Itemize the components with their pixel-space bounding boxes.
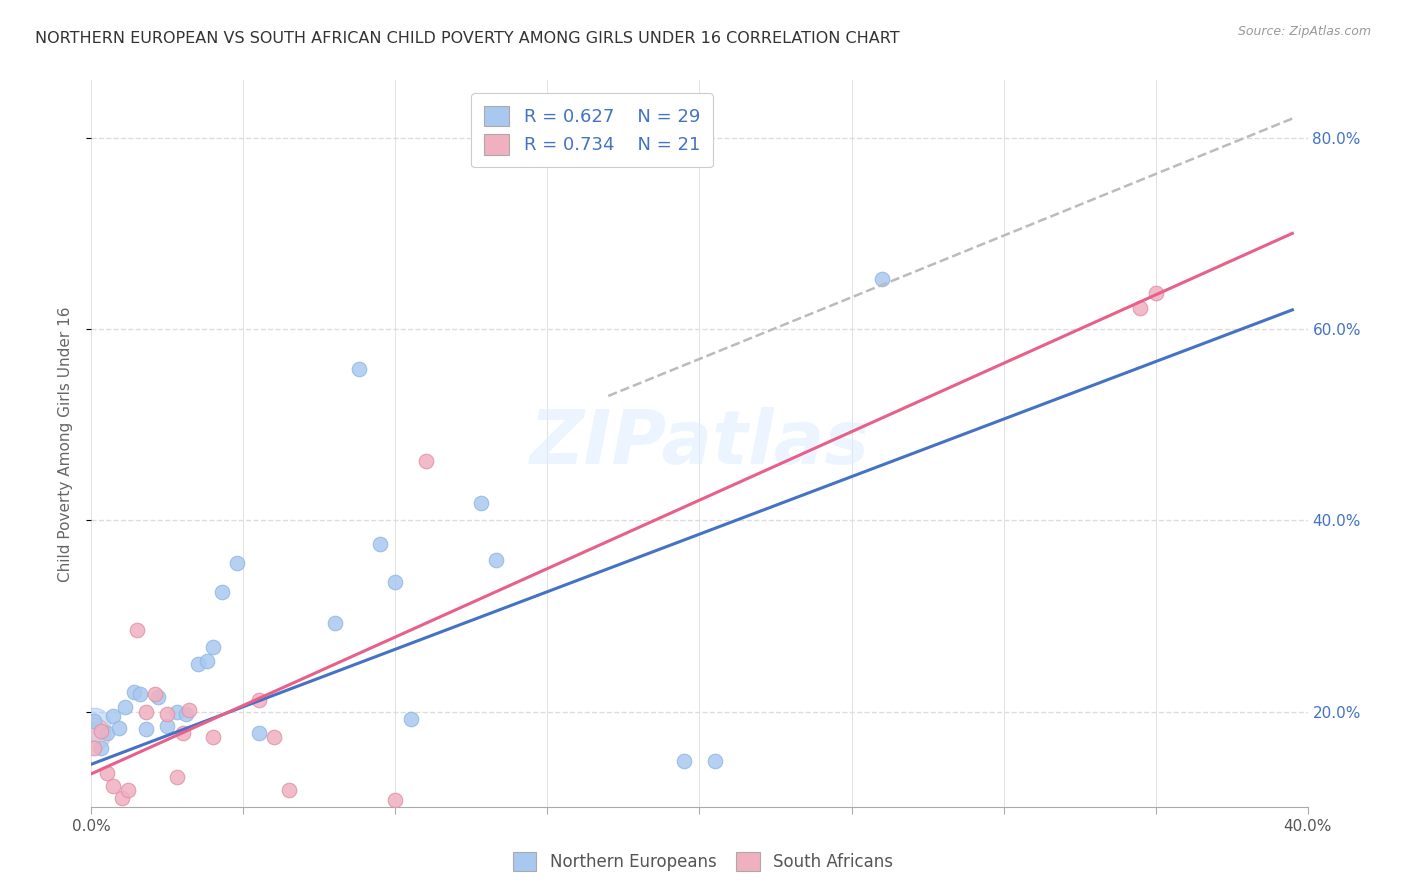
Point	[673, 755, 696, 769]
Point	[107, 721, 129, 735]
Point	[135, 705, 157, 719]
Point	[174, 706, 197, 721]
Legend: Northern Europeans, South Africans: Northern Europeans, South Africans	[505, 843, 901, 880]
Point	[156, 706, 179, 721]
Point	[247, 693, 270, 707]
Point	[703, 755, 725, 769]
Point	[148, 690, 170, 705]
Point	[211, 585, 233, 599]
Point	[485, 553, 508, 567]
Point	[96, 765, 118, 780]
Point	[166, 770, 188, 784]
Point	[870, 272, 893, 286]
Point	[89, 723, 111, 738]
Point	[83, 717, 105, 731]
Y-axis label: Child Poverty Among Girls Under 16: Child Poverty Among Girls Under 16	[58, 306, 73, 582]
Point	[117, 783, 139, 797]
Point	[89, 741, 111, 756]
Point	[384, 792, 406, 806]
Point	[122, 685, 145, 699]
Point	[101, 779, 124, 793]
Point	[470, 496, 492, 510]
Point	[96, 725, 118, 739]
Point	[143, 687, 166, 701]
Legend: R = 0.627    N = 29, R = 0.734    N = 21: R = 0.627 N = 29, R = 0.734 N = 21	[471, 93, 713, 167]
Point	[156, 719, 179, 733]
Text: ZIPatlas: ZIPatlas	[530, 408, 869, 480]
Point	[1129, 301, 1152, 315]
Point	[415, 454, 437, 468]
Point	[83, 741, 105, 756]
Point	[226, 557, 249, 571]
Point	[195, 654, 218, 668]
Point	[263, 731, 285, 745]
Text: Source: ZipAtlas.com: Source: ZipAtlas.com	[1237, 25, 1371, 38]
Point	[111, 790, 134, 805]
Point	[187, 657, 209, 671]
Point	[172, 725, 194, 739]
Point	[368, 537, 391, 551]
Point	[101, 709, 124, 723]
Point	[247, 725, 270, 739]
Point	[83, 726, 105, 740]
Point	[323, 615, 346, 630]
Point	[129, 687, 152, 701]
Point	[135, 722, 157, 736]
Point	[125, 624, 148, 638]
Point	[278, 783, 301, 797]
Point	[347, 362, 370, 376]
Point	[177, 703, 200, 717]
Point	[399, 712, 422, 726]
Point	[166, 705, 188, 719]
Text: NORTHERN EUROPEAN VS SOUTH AFRICAN CHILD POVERTY AMONG GIRLS UNDER 16 CORRELATIO: NORTHERN EUROPEAN VS SOUTH AFRICAN CHILD…	[35, 31, 900, 46]
Point	[202, 731, 225, 745]
Point	[114, 699, 136, 714]
Point	[202, 640, 225, 654]
Point	[1144, 285, 1167, 300]
Point	[384, 575, 406, 590]
Point	[83, 714, 105, 728]
